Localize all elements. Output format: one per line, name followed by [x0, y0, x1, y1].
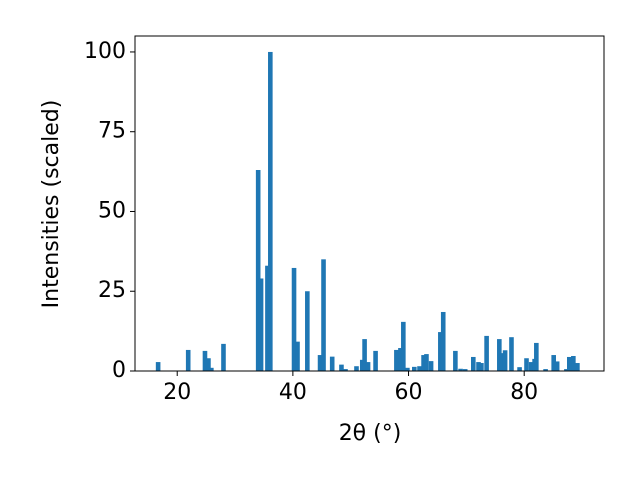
bar	[499, 353, 505, 371]
bar	[221, 343, 226, 371]
bar	[401, 321, 406, 371]
bar	[497, 339, 502, 371]
bar	[305, 291, 310, 371]
bar	[206, 358, 211, 371]
bar	[476, 362, 481, 371]
bar	[255, 170, 261, 371]
bar	[554, 361, 560, 371]
y-tick-label: 100	[84, 39, 126, 64]
x-tick-label: 40	[279, 380, 307, 405]
y-axis-label: Intensities (scaled)	[39, 100, 64, 309]
bar	[202, 350, 208, 371]
bar	[528, 362, 534, 371]
bar	[321, 259, 326, 371]
bar	[365, 362, 371, 371]
plot-frame	[134, 35, 605, 372]
bar	[398, 348, 403, 371]
bar	[373, 350, 378, 371]
bar	[155, 362, 161, 371]
x-tick-label: 20	[163, 380, 191, 405]
bar	[571, 356, 576, 371]
y-tick-label: 0	[112, 358, 126, 383]
bar	[359, 359, 365, 371]
bar	[209, 367, 214, 371]
bar	[362, 339, 367, 371]
bar	[339, 364, 344, 371]
bar	[517, 367, 522, 371]
bar	[291, 267, 297, 371]
bar	[543, 369, 548, 371]
bar	[564, 369, 569, 371]
x-tick-label: 80	[510, 380, 538, 405]
bar	[421, 355, 426, 371]
bar	[524, 358, 529, 371]
bar	[185, 349, 191, 371]
bar	[394, 349, 399, 371]
bar	[440, 311, 446, 371]
bar	[412, 366, 417, 371]
y-tick-label: 50	[98, 198, 126, 223]
bar	[424, 354, 429, 371]
bar	[551, 355, 556, 371]
bar	[567, 356, 572, 371]
bar	[329, 356, 335, 371]
bar	[471, 356, 476, 371]
y-tick-label: 75	[98, 119, 126, 144]
bar	[428, 361, 434, 371]
bar	[484, 335, 489, 371]
bar	[509, 337, 514, 371]
bar	[354, 366, 359, 371]
bar	[265, 265, 270, 371]
bar	[453, 350, 458, 371]
bar	[458, 368, 463, 371]
bar	[405, 367, 410, 371]
bar	[343, 369, 348, 371]
bar	[575, 363, 580, 371]
y-tick-label: 25	[98, 278, 126, 303]
bar	[317, 355, 323, 371]
bar	[502, 350, 508, 371]
bar	[479, 363, 484, 371]
bar	[258, 278, 264, 371]
x-tick-label: 60	[395, 380, 423, 405]
x-axis-label: 2θ (°)	[339, 421, 402, 446]
bar	[438, 332, 443, 371]
bar	[534, 342, 539, 371]
bar	[295, 341, 300, 371]
bar	[462, 369, 468, 371]
bar	[417, 366, 422, 371]
bar	[268, 51, 273, 371]
